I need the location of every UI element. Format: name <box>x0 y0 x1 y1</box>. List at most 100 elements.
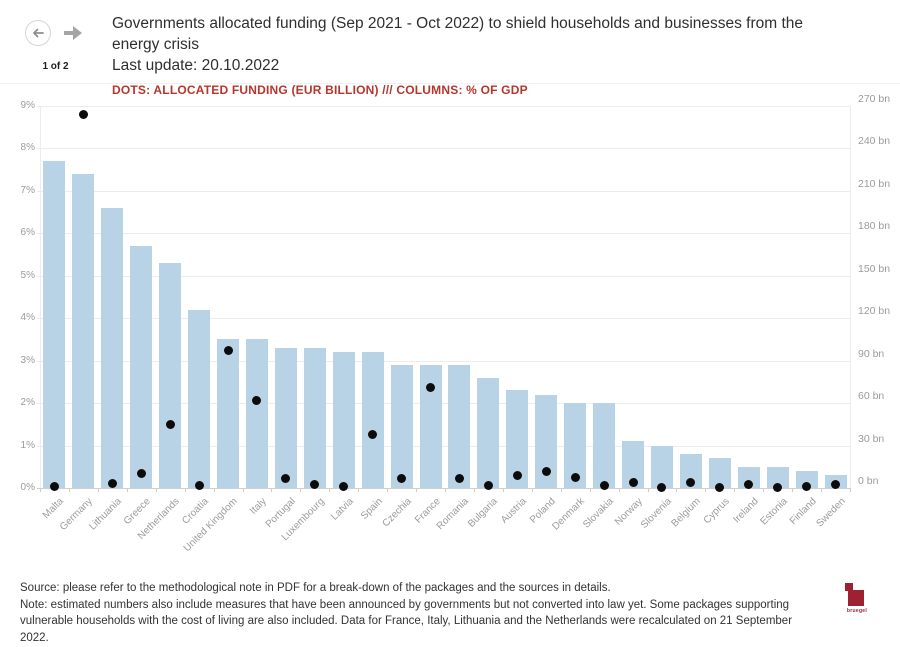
dot-netherlands <box>165 419 175 429</box>
left-axis-tick-1%: 1% <box>20 439 35 451</box>
gridline-4% <box>37 318 850 320</box>
x-axis-tick <box>126 488 128 492</box>
right-axis-tick-240 bn: 240 bn <box>858 135 891 148</box>
right-arrow-icon <box>64 26 82 40</box>
x-axis-tick <box>647 488 649 492</box>
x-axis-tick <box>300 488 302 492</box>
x-axis-tick <box>97 488 99 492</box>
column-belgium <box>679 454 702 488</box>
x-axis-tick <box>40 488 41 492</box>
gridline-7% <box>37 190 850 192</box>
prev-slide-button[interactable] <box>25 20 51 46</box>
right-axis-tick-150 bn: 150 bn <box>858 262 891 275</box>
column-austria <box>506 390 529 488</box>
x-axis-tick <box>705 488 707 492</box>
logo-square-small <box>845 583 853 591</box>
dot-poland <box>541 466 551 476</box>
column-luxembourg <box>303 347 326 488</box>
column-lithuania <box>101 207 124 488</box>
column-greece <box>130 246 153 488</box>
gridline-9% <box>37 106 850 107</box>
x-axis-tick <box>821 488 823 492</box>
last-update: Last update: 20.10.2022 <box>112 57 280 74</box>
column-cyprus <box>708 458 731 488</box>
x-axis-tick <box>416 488 418 492</box>
x-axis-tick <box>792 488 794 492</box>
chart-legend: DOTS: ALLOCATED FUNDING (EUR BILLION) //… <box>112 83 528 97</box>
right-axis-tick-120 bn: 120 bn <box>858 305 891 318</box>
x-axis-tick <box>329 488 331 492</box>
left-axis-tick-5%: 5% <box>20 269 35 281</box>
dot-austria <box>512 470 522 480</box>
x-axis-tick <box>358 488 360 492</box>
dot-malta <box>49 482 59 492</box>
column-latvia <box>332 352 355 488</box>
column-spain <box>361 352 384 488</box>
dot-united-kingdom <box>223 346 233 356</box>
logo-square-big <box>848 590 864 606</box>
gridline-5% <box>37 275 850 277</box>
x-axis-tick <box>184 488 186 492</box>
left-axis-tick-8%: 8% <box>20 142 35 154</box>
x-axis-tick <box>271 488 273 492</box>
left-axis-tick-9%: 9% <box>20 100 35 111</box>
dot-slovakia <box>599 480 609 490</box>
dot-norway <box>628 477 638 487</box>
column-germany <box>72 173 95 488</box>
column-croatia <box>188 309 211 488</box>
dot-greece <box>136 468 146 478</box>
left-axis-tick-7%: 7% <box>20 184 35 196</box>
dot-lithuania <box>107 479 117 489</box>
column-romania <box>448 364 471 488</box>
dot-denmark <box>570 472 580 482</box>
pagination: 1 of 2 <box>42 61 69 72</box>
column-slovakia <box>593 403 616 488</box>
x-axis-tick <box>589 488 591 492</box>
dot-latvia <box>339 482 349 492</box>
column-finland <box>795 471 818 488</box>
column-slovenia <box>650 445 673 488</box>
gridline-1% <box>37 445 850 447</box>
left-axis-tick-0%: 0% <box>20 482 35 493</box>
dot-spain <box>368 429 378 439</box>
right-axis-tick-60 bn: 60 bn <box>858 390 885 403</box>
gridline-6% <box>37 233 850 235</box>
x-axis-tick <box>68 488 70 492</box>
x-axis-tick <box>473 488 475 492</box>
title-block: Governments allocated funding (Sep 2021 … <box>112 13 852 97</box>
right-axis-tick-270 bn: 270 bn <box>858 93 891 105</box>
dot-romania <box>454 473 464 483</box>
dot-ireland <box>744 480 754 490</box>
bruegel-logo: bruegel <box>844 583 870 617</box>
column-bulgaria <box>477 377 500 488</box>
dot-cyprus <box>715 482 725 492</box>
source-note: Source: please refer to the methodologic… <box>20 582 611 594</box>
x-axis-tick <box>531 488 533 492</box>
column-norway <box>622 441 645 488</box>
plot-left-edge <box>40 106 41 488</box>
dot-croatia <box>194 480 204 490</box>
column-italy <box>245 339 268 488</box>
x-axis-tick <box>445 488 446 492</box>
dot-germany <box>78 109 88 119</box>
next-slide-button[interactable] <box>60 20 86 46</box>
dot-finland <box>802 481 812 491</box>
dot-slovenia <box>657 482 667 492</box>
plot-right-edge <box>850 106 851 488</box>
dot-bulgaria <box>483 481 493 491</box>
gridline-0% <box>37 488 850 489</box>
dot-luxembourg <box>310 479 320 489</box>
x-axis-tick <box>850 488 851 492</box>
left-axis-tick-2%: 2% <box>20 397 35 409</box>
column-netherlands <box>159 263 182 488</box>
methodology-note: Note: estimated numbers also include mea… <box>20 598 793 645</box>
x-axis-tick <box>213 488 215 492</box>
right-axis-tick-0 bn: 0 bn <box>858 475 879 487</box>
dot-estonia <box>773 483 783 493</box>
column-poland <box>535 394 558 488</box>
logo-text: bruegel <box>846 608 868 614</box>
column-portugal <box>274 347 297 488</box>
dot-france <box>426 383 436 393</box>
column-malta <box>43 161 66 488</box>
right-axis-tick-90 bn: 90 bn <box>858 347 885 360</box>
